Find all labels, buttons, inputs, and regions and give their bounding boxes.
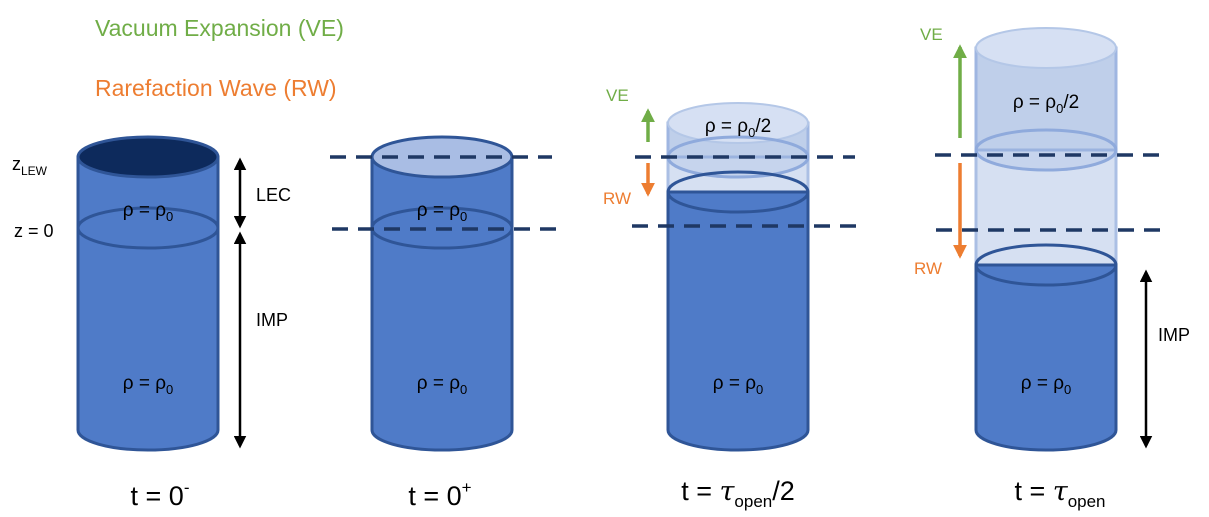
rw-label: RW bbox=[914, 259, 942, 278]
text-part: ρ = ρ bbox=[1013, 92, 1056, 113]
panel-1: ρ = ρ0 ρ = ρ0 t = 0+ bbox=[330, 137, 556, 511]
legend-ve: Vacuum Expansion (VE) bbox=[95, 15, 344, 41]
density-label: ρ = ρ0 bbox=[713, 373, 764, 397]
legend-rw: Rarefaction Wave (RW) bbox=[95, 75, 337, 101]
imp-label: IMP bbox=[256, 310, 288, 330]
lec-label: LEC bbox=[256, 185, 291, 205]
text-sub: 0 bbox=[166, 382, 173, 397]
panel-0: LEC IMP zLEW z = 0 ρ = ρ0 ρ = ρ0 t = 0- bbox=[12, 137, 291, 511]
caption: t = 0- bbox=[131, 478, 190, 511]
density-label: ρ = ρ0 bbox=[417, 373, 468, 397]
density-label: ρ = ρ0 bbox=[123, 200, 174, 224]
density-label: ρ = ρ0/2 bbox=[705, 116, 771, 140]
text-part: ρ = ρ bbox=[1021, 373, 1064, 394]
text-sup: + bbox=[462, 478, 472, 497]
ve-label: VE bbox=[920, 25, 943, 44]
text-sub: open bbox=[1068, 492, 1106, 511]
text-sub: 0 bbox=[460, 209, 467, 224]
text-part: /2 bbox=[755, 116, 771, 137]
text-sub: 0 bbox=[460, 382, 467, 397]
text-sub: 0 bbox=[166, 209, 173, 224]
text-part: t = bbox=[681, 476, 719, 506]
text-sub: 0 bbox=[756, 382, 763, 397]
text-sub: 0 bbox=[1064, 382, 1071, 397]
z-lew-label: zLEW bbox=[12, 154, 48, 178]
rw-label: RW bbox=[603, 189, 631, 208]
cylinder bbox=[668, 192, 808, 450]
density-label: ρ = ρ0/2 bbox=[1013, 92, 1079, 116]
text-part: /2 bbox=[1063, 92, 1079, 113]
caption: t = τopen/2 bbox=[681, 476, 795, 511]
caption: t = 0+ bbox=[408, 478, 471, 511]
text-sub: LEW bbox=[21, 164, 48, 178]
text-part: t = bbox=[1014, 476, 1052, 506]
z-zero-label: z = 0 bbox=[14, 221, 54, 241]
text-sub: open bbox=[734, 492, 772, 511]
text-sup: - bbox=[184, 478, 190, 497]
text-part: ρ = ρ bbox=[417, 200, 460, 221]
text-part: ρ = ρ bbox=[705, 116, 748, 137]
text-symbol: τ bbox=[1053, 476, 1069, 507]
text-part: t = 0 bbox=[408, 481, 461, 511]
text-symbol: τ bbox=[719, 476, 735, 507]
expanded-top bbox=[976, 28, 1116, 68]
text-part: ρ = ρ bbox=[713, 373, 756, 394]
text-part: /2 bbox=[772, 476, 795, 506]
text-part: z bbox=[12, 154, 21, 174]
cylinder-top bbox=[78, 137, 218, 177]
imp-label: IMP bbox=[1158, 325, 1190, 345]
text-part: ρ = ρ bbox=[417, 373, 460, 394]
text-part: ρ = ρ bbox=[123, 200, 166, 221]
text-part: ρ = ρ bbox=[123, 373, 166, 394]
caption: t = τopen bbox=[1014, 476, 1105, 511]
density-label: ρ = ρ0 bbox=[123, 373, 174, 397]
panel-2: VE RW ρ = ρ0/2 ρ = ρ0 t = τopen/2 bbox=[603, 86, 856, 511]
diagram: Vacuum Expansion (VE) Rarefaction Wave (… bbox=[0, 0, 1209, 517]
text-sub: 0 bbox=[748, 125, 755, 140]
density-label: ρ = ρ0 bbox=[417, 200, 468, 224]
ve-label: VE bbox=[606, 86, 629, 105]
text-part: t = 0 bbox=[131, 481, 184, 511]
cylinder bbox=[976, 265, 1116, 450]
panel-3: VE RW IMP ρ = ρ0/2 ρ = ρ0 t = τopen bbox=[914, 25, 1190, 511]
text-sub: 0 bbox=[1056, 101, 1063, 116]
density-label: ρ = ρ0 bbox=[1021, 373, 1072, 397]
